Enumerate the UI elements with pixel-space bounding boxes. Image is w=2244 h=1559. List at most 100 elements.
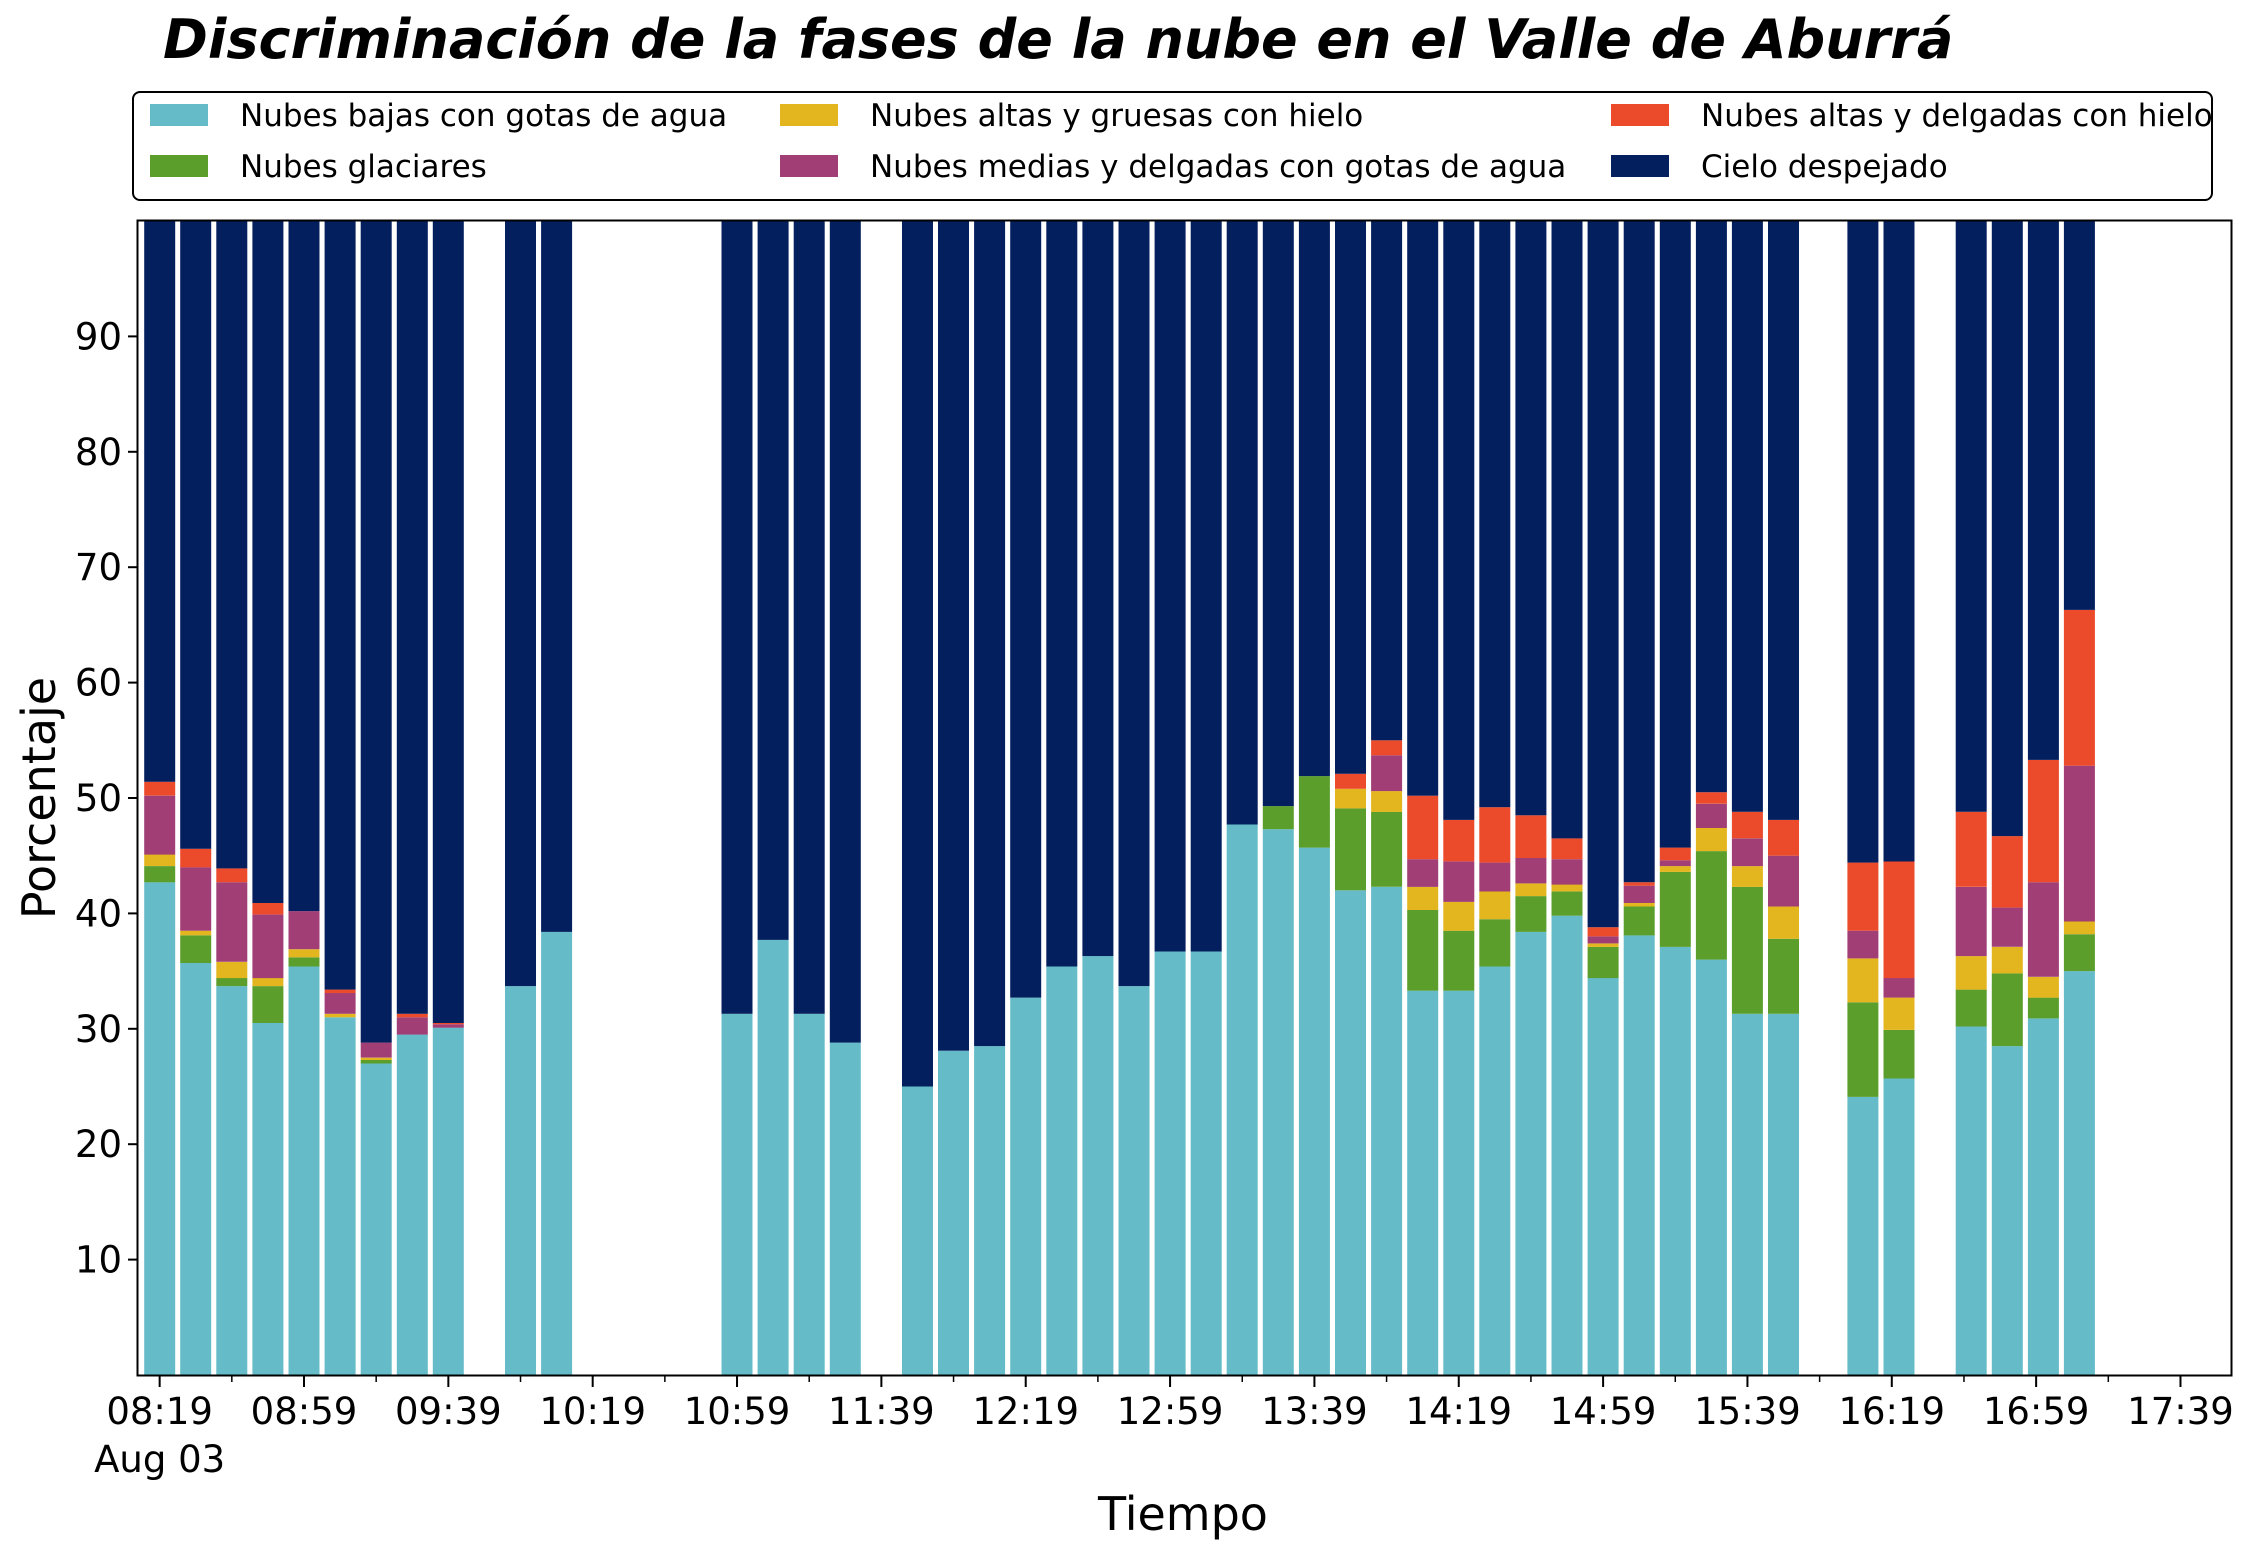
- bar-segment: [1955, 221, 1987, 812]
- x-tick-label: 09:39: [395, 1390, 502, 1433]
- bar-segment: [144, 795, 176, 855]
- bar-segment: [1371, 755, 1403, 792]
- bar-segment: [1190, 951, 1222, 1375]
- bar-segment: [324, 989, 356, 994]
- bar-segment: [2027, 997, 2059, 1019]
- bar-segment: [1731, 1013, 1763, 1375]
- legend-swatch: [780, 104, 838, 126]
- bar-segment: [288, 221, 320, 912]
- bar-segment: [1479, 966, 1511, 1375]
- bar-segment: [1883, 978, 1915, 998]
- bar-segment: [2027, 759, 2059, 883]
- bar-segment: [1443, 221, 1475, 820]
- bar-segment: [216, 961, 248, 979]
- bar-segment: [1695, 221, 1727, 793]
- legend-label: Nubes altas y delgadas con hielo: [1701, 98, 2213, 134]
- y-axis: 10 20 30 40 50 60 70 80 90: [75, 315, 138, 1282]
- bar-segment: [1587, 221, 1619, 928]
- legend-label: Nubes altas y gruesas con hielo: [870, 98, 1363, 134]
- bar-segment: [288, 949, 320, 958]
- bar-segment: [1623, 221, 1655, 883]
- bar-segment: [180, 963, 212, 1375]
- bar-segment: [1010, 997, 1042, 1375]
- bar-segment: [1371, 811, 1403, 887]
- bar-segment: [324, 1013, 356, 1018]
- bar-segment: [541, 931, 573, 1375]
- legend-swatch: [780, 155, 838, 177]
- bar-segment: [144, 866, 176, 883]
- bar-segment: [1955, 886, 1987, 957]
- bar-segment: [1659, 946, 1691, 1375]
- bar-segment: [1659, 847, 1691, 861]
- bar-segment: [1046, 966, 1078, 1375]
- legend: Nubes bajas con gotas de agua Nubes glaci…: [132, 91, 2213, 201]
- bars-group: [144, 221, 2095, 1375]
- bar-segment: [1335, 808, 1366, 891]
- bar-segment: [1731, 886, 1763, 1014]
- bar-segment: [1443, 819, 1475, 862]
- bar-segment: [1479, 807, 1511, 863]
- bar-segment: [1659, 221, 1691, 848]
- bar-segment: [1407, 909, 1439, 991]
- bar-segment: [1515, 896, 1547, 932]
- bar-segment: [288, 966, 320, 1375]
- bar-segment: [1551, 891, 1583, 916]
- x-axis-label: Tiempo: [1097, 1487, 1268, 1541]
- bar-segment: [1768, 1013, 1799, 1375]
- bar-segment: [1515, 931, 1547, 1375]
- bar-segment: [1262, 221, 1294, 807]
- bar-segment: [1991, 973, 2023, 1047]
- bar-segment: [252, 986, 284, 1023]
- chart-title: Discriminación de la fases de la nube en…: [163, 8, 1953, 71]
- bar-segment: [396, 221, 428, 1014]
- bar-segment: [1443, 901, 1475, 931]
- bar-segment: [829, 221, 861, 1043]
- bar-segment: [432, 221, 464, 1023]
- bar-segment: [1371, 740, 1403, 756]
- bar-segment: [1623, 935, 1655, 1375]
- bar-segment: [1371, 791, 1403, 812]
- bar-segment: [396, 1013, 428, 1018]
- x-axis: 08:19 Aug 03 08:59 09:39 10:19 10:59 11:39 12:1…: [94, 1375, 2234, 1481]
- bar-segment: [1335, 221, 1366, 774]
- bar-segment: [1479, 221, 1511, 808]
- bar-segment: [288, 957, 320, 967]
- bar-segment: [1407, 795, 1439, 860]
- bar-segment: [396, 1017, 428, 1035]
- x-tick-label: 10:59: [684, 1390, 791, 1433]
- bar-segment: [252, 903, 284, 915]
- bar-segment: [1479, 862, 1511, 892]
- bar-segment: [793, 221, 825, 1014]
- bar-segment: [1587, 978, 1619, 1375]
- bar-segment: [1118, 221, 1150, 987]
- bar-segment: [396, 1034, 428, 1375]
- y-tick-label: 40: [75, 892, 122, 935]
- bar-segment: [1515, 883, 1547, 897]
- bar-segment: [1883, 1078, 1915, 1375]
- bar-segment: [252, 221, 284, 903]
- bar-segment: [2027, 1018, 2059, 1375]
- bar-segment: [1226, 824, 1258, 1375]
- x-tick-sublabel: Aug 03: [94, 1438, 225, 1481]
- bar-segment: [1768, 221, 1799, 820]
- bar-segment: [216, 868, 248, 883]
- bar-segment: [974, 1046, 1006, 1375]
- y-tick-label: 20: [75, 1123, 122, 1166]
- bar-segment: [1847, 958, 1879, 1003]
- bar-segment: [1847, 221, 1879, 863]
- legend-swatch: [150, 155, 208, 177]
- bar-segment: [1587, 943, 1619, 947]
- bar-segment: [1623, 906, 1655, 936]
- bar-segment: [1551, 838, 1583, 860]
- x-tick-label: 12:19: [972, 1390, 1079, 1433]
- bar-segment: [324, 993, 356, 1014]
- bar-segment: [1991, 221, 2023, 837]
- bar-segment: [1515, 815, 1547, 858]
- bar-segment: [1335, 890, 1366, 1375]
- bar-segment: [2063, 971, 2095, 1375]
- bar-segment: [1407, 886, 1439, 910]
- y-tick-label: 90: [75, 315, 122, 358]
- bar-segment: [1154, 221, 1186, 952]
- x-tick-label: 14:19: [1405, 1390, 1512, 1433]
